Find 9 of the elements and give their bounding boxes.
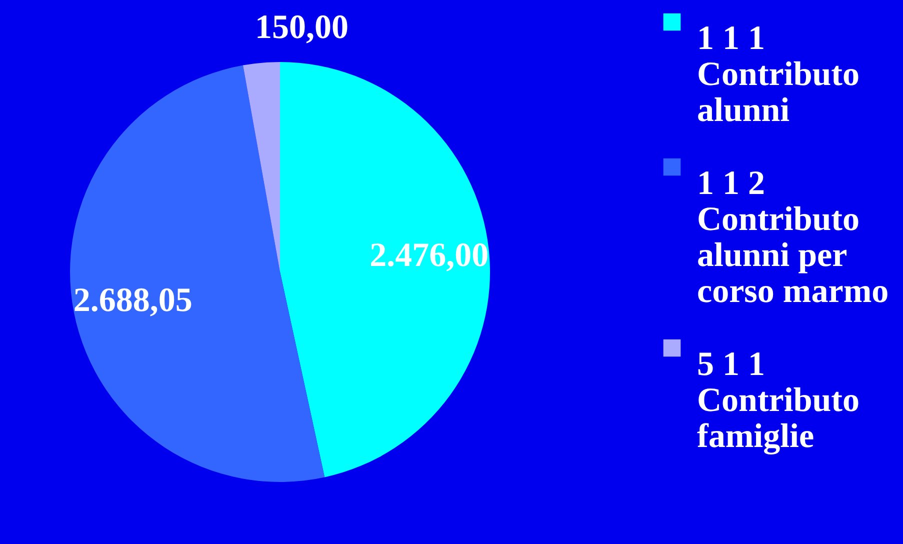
legend-label: 1 1 2 Contributo alunni per corso marmo: [697, 165, 889, 310]
data-label: 2.476,00: [370, 236, 489, 274]
legend-label: 1 1 1 Contributo alunni: [697, 20, 860, 129]
data-label: 150,00: [254, 8, 348, 46]
data-label: 2.688,05: [73, 282, 192, 320]
legend-label: 5 1 1 Contributo famiglie: [697, 346, 860, 455]
pie-slice: [70, 65, 325, 482]
pie-slice: [280, 62, 490, 478]
pie-slice: [242, 62, 280, 272]
